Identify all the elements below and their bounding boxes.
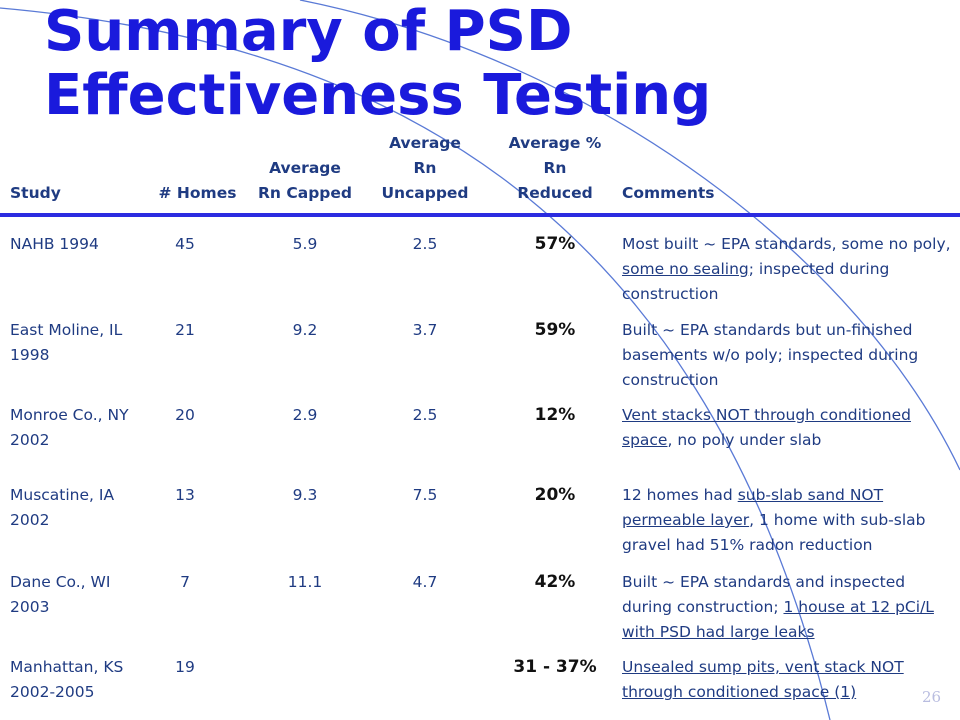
header-avg-rn-capped: Average Rn Capped [258, 159, 352, 202]
percent-reduced-cell: 31 - 37% [513, 657, 597, 677]
avg-capped-cell: 11.1 [287, 573, 323, 591]
homes-cell: 7 [180, 573, 190, 591]
avg-capped-cell: 9.3 [292, 486, 318, 504]
study-cell: NAHB 1994 [10, 235, 99, 253]
comment-text: ; inspected during construction [622, 260, 890, 303]
comment-cell: Vent stacks NOT through conditioned spac… [622, 403, 952, 453]
comment-text: Built ~ EPA standards and inspected duri… [622, 573, 906, 616]
comment-underlined-text: 1 house at 12 pCi/L with PSD had large l… [622, 598, 934, 641]
comment-text: 12 homes had [622, 486, 738, 504]
avg-uncapped-cell: 7.5 [412, 486, 438, 504]
homes-cell: 20 [175, 406, 195, 424]
header-avg-rn-uncapped: Average Rn Uncapped [381, 134, 469, 202]
homes-cell: 45 [175, 235, 195, 253]
header-divider [0, 213, 960, 217]
page-number: 26 [922, 688, 942, 706]
comment-cell: Most built ~ EPA standards, some no poly… [622, 232, 952, 307]
avg-capped-cell: 5.9 [292, 235, 318, 253]
study-cell: Dane Co., WI 2003 [10, 573, 111, 616]
homes-cell: 21 [175, 321, 195, 339]
comment-text: Built ~ EPA standards but un-finished ba… [622, 321, 919, 389]
comment-text: , no poly under slab [667, 431, 822, 449]
study-cell: Muscatine, IA 2002 [10, 486, 115, 529]
avg-uncapped-cell: 2.5 [412, 235, 438, 253]
header-study: Study [10, 184, 61, 202]
avg-capped-cell: 2.9 [292, 406, 318, 424]
comment-underlined-text: Unsealed sump pits, vent stack NOT throu… [622, 658, 904, 701]
avg-uncapped-cell: 2.5 [412, 406, 438, 424]
comment-text: , 1 home with sub-slab gravel had 51% ra… [622, 511, 926, 554]
comment-underlined-text: sub-slab sand NOT permeable layer [622, 486, 884, 529]
comment-underlined-text: Vent stacks NOT through conditioned spac… [622, 406, 911, 449]
percent-reduced-cell: 12% [534, 405, 576, 425]
study-cell: Manhattan, KS 2002-2005 [10, 658, 124, 701]
comment-cell: Built ~ EPA standards but un-finished ba… [622, 318, 952, 393]
avg-uncapped-cell: 3.7 [412, 321, 438, 339]
percent-reduced-cell: 59% [534, 320, 576, 340]
comment-cell: 12 homes had sub-slab sand NOT permeable… [622, 483, 952, 558]
comment-text: Most built ~ EPA standards, some no poly… [622, 235, 951, 253]
comment-cell: Built ~ EPA standards and inspected duri… [622, 570, 952, 645]
homes-cell: 13 [175, 486, 195, 504]
header-homes: # Homes [158, 184, 237, 202]
slide-title: Summary of PSD Effectiveness Testing [44, 0, 712, 128]
comment-underlined-text: some no sealing [622, 260, 749, 278]
percent-reduced-cell: 57% [534, 234, 576, 254]
avg-uncapped-cell: 4.7 [412, 573, 438, 591]
comment-cell: Unsealed sump pits, vent stack NOT throu… [622, 655, 952, 705]
header-comments: Comments [622, 184, 715, 202]
study-cell: East Moline, IL 1998 [10, 321, 123, 364]
avg-capped-cell: 9.2 [292, 321, 318, 339]
header-avg-rn-reduced: Average % Rn Reduced [508, 134, 602, 202]
study-cell: Monroe Co., NY 2002 [10, 406, 129, 449]
percent-reduced-cell: 42% [534, 572, 576, 592]
homes-cell: 19 [175, 658, 195, 676]
percent-reduced-cell: 20% [534, 485, 576, 505]
